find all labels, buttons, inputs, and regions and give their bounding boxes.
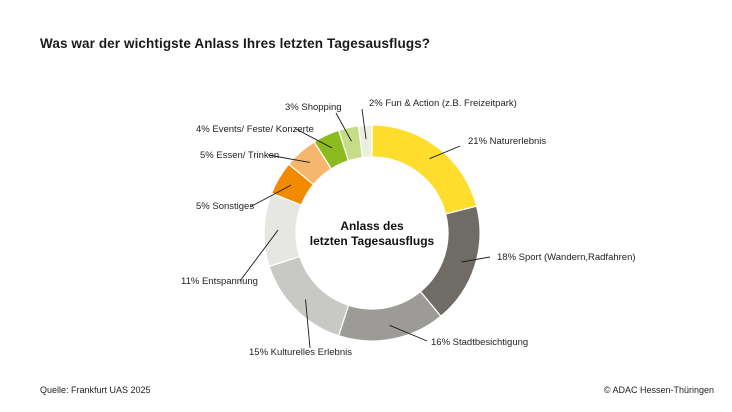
donut-slices: [263, 124, 481, 342]
leader-line: [239, 229, 279, 282]
slice-labels: 21% Naturerlebnis 18% Sport (Wandern,Radf…: [181, 98, 636, 358]
leader-lines: [239, 108, 491, 349]
slice-label: 4% Events/ Feste/ Konzerte: [196, 124, 314, 135]
leader-line: [295, 128, 333, 149]
slice-sport-wandern-radfahren: [419, 205, 481, 318]
slice-naturerlebnis: [371, 124, 478, 215]
slice-label: 21% Naturerlebnis: [468, 136, 546, 147]
slice-label: 16% Stadtbesichtigung: [431, 337, 528, 348]
chart-title: Was war der wichtigste Anlass Ihres letz…: [40, 36, 431, 51]
leader-line: [461, 256, 491, 263]
slice-kulturelles-erlebnis: [268, 255, 350, 337]
slice-entspannung: [263, 192, 303, 268]
leader-line: [305, 299, 311, 349]
leader-line: [335, 112, 352, 142]
source-note: Quelle: Frankfurt UAS 2025: [40, 385, 151, 395]
leader-line: [361, 108, 367, 140]
copyright-note: © ADAC Hessen-Thüringen: [603, 385, 714, 395]
slice-label: 15% Kulturelles Erlebnis: [249, 347, 352, 358]
center-label-line-1: Anlass des: [340, 219, 404, 233]
slice-label: 5% Essen/ Trinken: [200, 150, 279, 161]
slice-label: 11% Entspannung: [181, 276, 258, 287]
slice-label: 18% Sport (Wandern,Radfahren): [497, 252, 636, 263]
leader-line: [429, 145, 461, 160]
leader-line: [267, 154, 310, 163]
leader-line: [249, 184, 292, 208]
slice-label: 2% Fun & Action (z.B. Freizeitpark): [369, 98, 517, 109]
slice-fun-action-z-b-freizeitpark: [357, 124, 373, 159]
slice-label: 5% Sonstiges: [196, 201, 254, 212]
slice-label: 3% Shopping: [285, 102, 342, 113]
leader-line: [389, 324, 428, 342]
center-label-line-2: letzten Tagesausflugs: [310, 234, 435, 248]
slice-stadtbesichtigung: [337, 290, 442, 342]
